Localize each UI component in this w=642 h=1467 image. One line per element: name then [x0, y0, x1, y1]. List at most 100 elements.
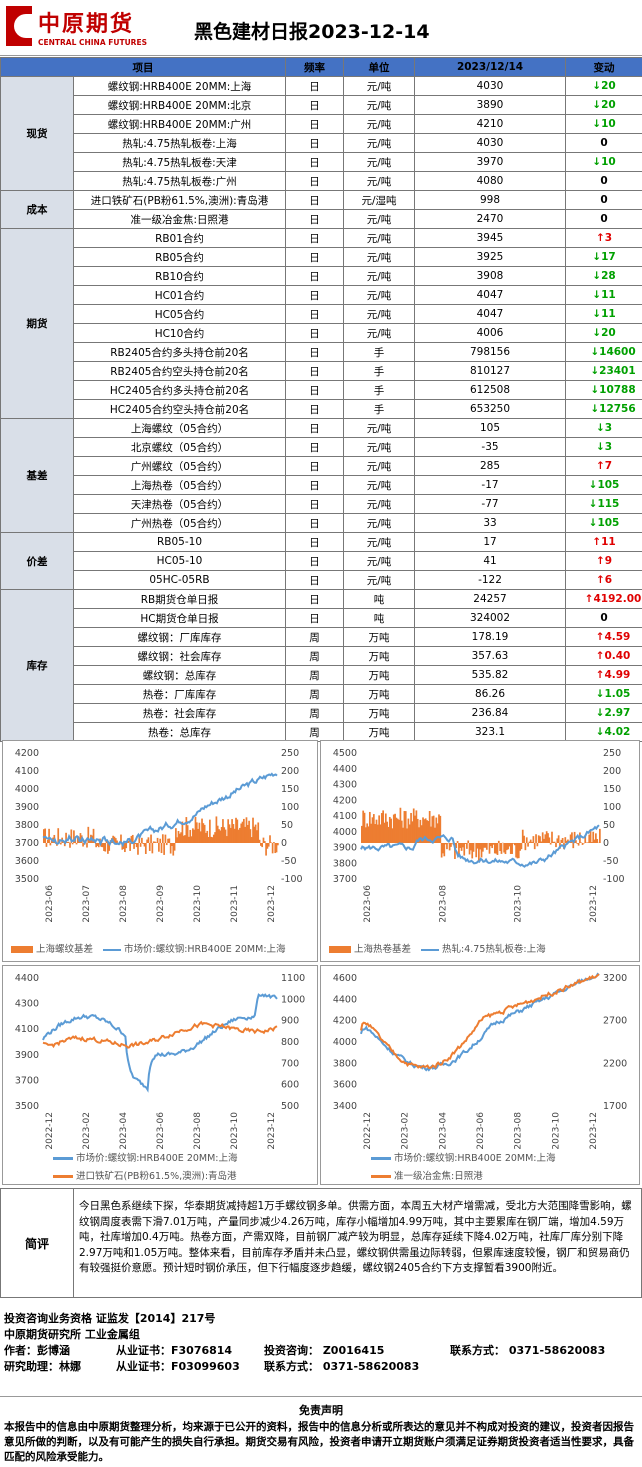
category-cell: 期货: [1, 229, 74, 419]
item-cell: RB2405合约空头持仓前20名: [74, 362, 286, 381]
frequency-cell: 日: [286, 248, 344, 267]
right-tick-label: 0: [603, 838, 609, 849]
right-tick-label: 200: [603, 766, 621, 777]
left-tick-label: 4000: [15, 784, 39, 795]
value-cell: 998: [415, 191, 566, 210]
value-cell: 323.1: [415, 723, 566, 742]
frequency-cell: 日: [286, 324, 344, 343]
x-tick-label: 2023-12: [589, 1112, 599, 1150]
right-tick-label: 150: [603, 784, 621, 795]
chart-plot: 4200410040003900380037003600350025020015…: [3, 741, 319, 963]
x-tick-label: 2023-02: [401, 1112, 411, 1150]
unit-cell: 元/吨: [344, 77, 415, 96]
x-tick-label: 2022-12: [45, 1112, 55, 1150]
change-value: 23401: [599, 365, 636, 377]
change-value: 7: [605, 460, 612, 472]
change-value: 0: [600, 175, 607, 187]
left-tick-label: 3500: [15, 874, 39, 885]
legend-swatch: [53, 1157, 73, 1160]
item-cell: HC10合约: [74, 324, 286, 343]
change-value: 0: [600, 194, 607, 206]
frequency-cell: 周: [286, 704, 344, 723]
change-cell: ↓3: [566, 438, 642, 457]
legend-label: 准一级冶金焦:日照港: [394, 1171, 483, 1182]
unit-cell: 元/吨: [344, 495, 415, 514]
frequency-cell: 日: [286, 305, 344, 324]
unit-cell: 手: [344, 343, 415, 362]
unit-cell: 元/吨: [344, 457, 415, 476]
value-cell: 4210: [415, 115, 566, 134]
comment-section: 简评 今日黑色系继续下探，华泰期货减持超1万手螺纹钢多单。供需方面，本周五大材产…: [0, 1188, 642, 1298]
unit-cell: 万吨: [344, 647, 415, 666]
arrow-down-icon: ↓: [596, 441, 605, 453]
left-tick-label: 3800: [333, 1058, 357, 1069]
unit-cell: 万吨: [344, 685, 415, 704]
change-cell: ↑4.59: [566, 628, 642, 647]
change-cell: ↓3: [566, 419, 642, 438]
change-value: 3: [605, 422, 612, 434]
company-logo-icon: [6, 6, 32, 46]
unit-cell: 吨: [344, 590, 415, 609]
value-cell: 612508: [415, 381, 566, 400]
header-frequency: 频率: [286, 58, 344, 77]
frequency-cell: 日: [286, 96, 344, 115]
legend-swatch: [421, 949, 439, 951]
item-cell: 上海热卷（05合约）: [74, 476, 286, 495]
right-tick-label: 50: [603, 820, 615, 831]
change-value: 11: [601, 308, 616, 320]
frequency-cell: 日: [286, 229, 344, 248]
change-value: 2.97: [604, 707, 630, 719]
cost-series: [361, 974, 599, 1068]
x-tick-label: 2023-04: [438, 1112, 448, 1150]
frequency-cell: 日: [286, 590, 344, 609]
frequency-cell: 日: [286, 210, 344, 229]
change-value: 105: [597, 479, 619, 491]
unit-cell: 元/吨: [344, 153, 415, 172]
frequency-cell: 日: [286, 267, 344, 286]
item-cell: RB05合约: [74, 248, 286, 267]
table-row: 上海热卷（05合约）日元/吨-17↓105: [1, 476, 642, 495]
change-cell: ↑7: [566, 457, 642, 476]
comment-text: 今日黑色系继续下探，华泰期货减持超1万手螺纹钢多单。供需方面，本周五大材产增需减…: [79, 1199, 637, 1277]
consult-certificate: 投资咨询： Z0016415: [264, 1342, 384, 1358]
arrow-down-icon: ↓: [596, 422, 605, 434]
x-tick-label: 2023-06: [45, 885, 55, 923]
frequency-cell: 日: [286, 191, 344, 210]
arrow-down-icon: ↓: [592, 308, 601, 320]
item-cell: 螺纹钢:HRB400E 20MM:北京: [74, 96, 286, 115]
left-tick-label: 3600: [15, 856, 39, 867]
arrow-down-icon: ↓: [592, 251, 601, 263]
chart-legend: 上海螺纹基差市场价:螺纹钢:HRB400E 20MM:上海: [11, 941, 286, 955]
item-cell: 热轧:4.75热轧板卷:天津: [74, 153, 286, 172]
left-tick-label: 4400: [333, 994, 357, 1005]
change-value: 12756: [599, 403, 636, 415]
value-cell: 810127: [415, 362, 566, 381]
change-value: 20: [601, 327, 616, 339]
arrow-down-icon: ↓: [590, 384, 599, 396]
left-tick-label: 4300: [15, 999, 39, 1010]
unit-cell: 元/吨: [344, 96, 415, 115]
item-cell: 螺纹钢：总库存: [74, 666, 286, 685]
arrow-down-icon: ↓: [592, 99, 601, 111]
item-cell: 广州热卷（05合约）: [74, 514, 286, 533]
left-tick-label: 3900: [333, 843, 357, 854]
change-value: 17: [601, 251, 616, 263]
left-tick-label: 4100: [333, 811, 357, 822]
frequency-cell: 日: [286, 172, 344, 191]
unit-cell: 元/吨: [344, 476, 415, 495]
unit-cell: 元/吨: [344, 267, 415, 286]
frequency-cell: 周: [286, 685, 344, 704]
x-tick-label: 2023-06: [363, 885, 373, 923]
arrow-down-icon: ↓: [592, 118, 601, 130]
change-cell: ↓20: [566, 77, 642, 96]
cost-series: [43, 1022, 277, 1047]
legend-label: 热轧:4.75热轧板卷:上海: [442, 944, 546, 955]
